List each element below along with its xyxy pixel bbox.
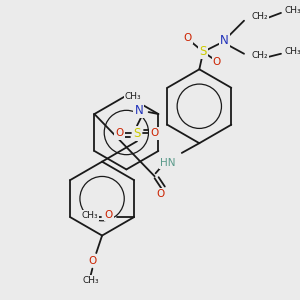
- Text: S: S: [200, 45, 207, 58]
- Text: CH₃: CH₃: [125, 92, 141, 101]
- Text: CH₃: CH₃: [81, 211, 98, 220]
- Text: O: O: [116, 128, 124, 139]
- Text: CH₂: CH₂: [251, 12, 268, 21]
- Text: N: N: [135, 103, 143, 117]
- Text: O: O: [105, 210, 113, 220]
- Text: O: O: [213, 56, 221, 67]
- Text: N: N: [220, 34, 229, 46]
- Text: CH₂: CH₂: [251, 51, 268, 60]
- Text: O: O: [88, 256, 97, 266]
- Text: CH₃: CH₃: [82, 276, 99, 285]
- Text: O: O: [184, 33, 192, 43]
- Text: O: O: [156, 189, 164, 199]
- Text: HN: HN: [160, 158, 176, 168]
- Text: CH₃: CH₃: [284, 47, 300, 56]
- Text: O: O: [150, 128, 159, 139]
- Text: CH₃: CH₃: [284, 7, 300, 16]
- Text: S: S: [133, 127, 141, 140]
